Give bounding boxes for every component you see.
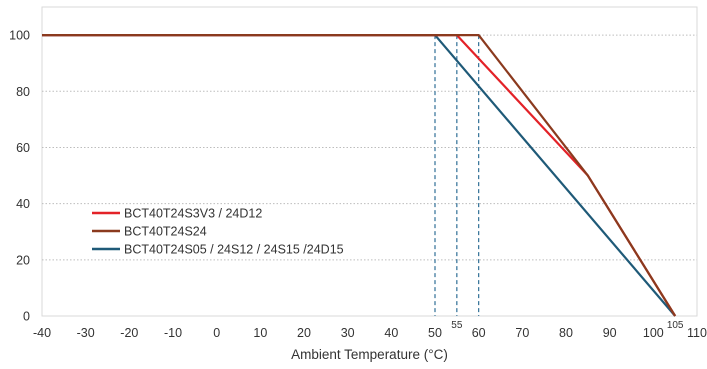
legend-label: BCT40T24S3V3 / 24D12 (124, 207, 262, 221)
reference-line-label: 55 (451, 320, 463, 331)
series-lines (42, 33, 677, 317)
x-tick-label: -40 (33, 326, 51, 340)
x-tick-label: 100 (643, 326, 664, 340)
x-axis-label: Ambient Temperature (°C) (291, 347, 448, 362)
x-tick-label: 90 (603, 326, 617, 340)
y-tick-label: 40 (16, 197, 30, 211)
y-tick-label: 20 (16, 253, 30, 267)
series-line-1 (42, 33, 677, 317)
x-tick-label: 40 (384, 326, 398, 340)
x-tick-label: 0 (213, 326, 220, 340)
x-axis-ticks: -40 -30 -20 -10 0 10 20 30 40 50 60 70 80 90 100 110 (33, 326, 707, 340)
x-tick-label: -20 (120, 326, 138, 340)
x-tick-label: 30 (341, 326, 355, 340)
reference-lines (434, 35, 480, 316)
x-tick-label: 10 (253, 326, 267, 340)
y-tick-label: 80 (16, 85, 30, 99)
y-tick-label: 60 (16, 141, 30, 155)
y-axis-ticks: 0 20 40 60 80 100 (9, 29, 30, 324)
legend-label: BCT40T24S24 (124, 225, 207, 239)
legend-label: BCT40T24S05 / 24S12 / 24S15 /24D15 (124, 243, 344, 257)
x-tick-label: 50 (428, 326, 442, 340)
annotations: 55 105 (451, 320, 684, 331)
x-tick-label: 70 (515, 326, 529, 340)
x-tick-label: -10 (164, 326, 182, 340)
legend: BCT40T24S3V3 / 24D12 BCT40T24S24 BCT40T24S… (92, 207, 344, 257)
y-tick-label: 100 (9, 29, 30, 43)
x-tick-label: 110 (687, 326, 707, 340)
y-tick-label: 0 (23, 310, 30, 324)
x-tick-label: 60 (472, 326, 486, 340)
x-tick-label: 20 (297, 326, 311, 340)
x-tick-label: -30 (77, 326, 95, 340)
plot-area (41, 6, 698, 317)
x-tick-label: 80 (559, 326, 573, 340)
end-annotation: 105 (667, 320, 684, 331)
